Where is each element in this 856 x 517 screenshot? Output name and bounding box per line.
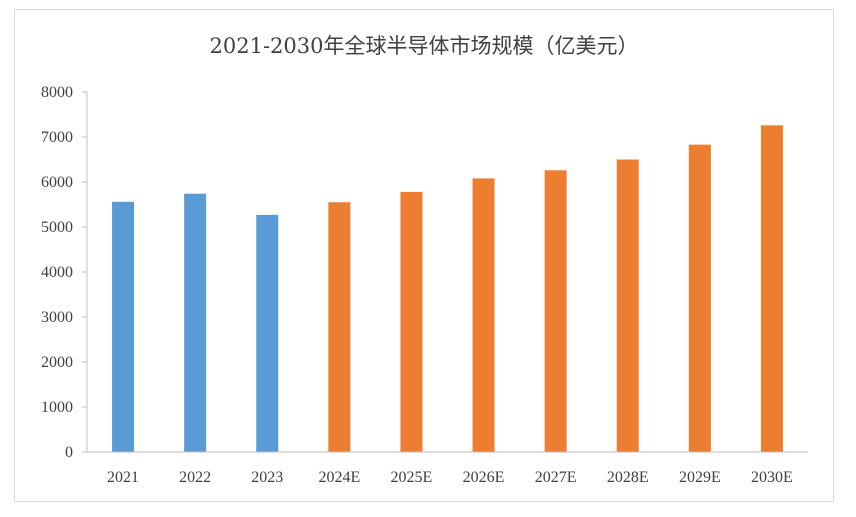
x-tick-label: 2027E <box>535 469 577 486</box>
y-tick-label: 3000 <box>41 309 73 326</box>
x-tick-label: 2029E <box>679 469 721 486</box>
y-tick-label: 2000 <box>41 354 73 371</box>
bar-2025E <box>400 191 423 452</box>
y-tick-label: 5000 <box>41 219 73 236</box>
y-tick-label: 8000 <box>41 84 73 101</box>
bars <box>112 125 783 453</box>
y-axis: 0 1000 2000 3000 4000 5000 6000 7000 8000 <box>41 84 88 461</box>
bar-2029E <box>688 144 711 452</box>
bar-2027E <box>544 170 567 453</box>
bar-2022 <box>184 193 207 452</box>
x-tick-label: 2025E <box>391 469 433 486</box>
x-tick-label: 2023 <box>251 469 283 486</box>
bar-2023 <box>256 214 279 452</box>
y-tick-label: 0 <box>65 444 73 461</box>
y-tick-label: 7000 <box>41 129 73 146</box>
chart-title: 2021-2030年全球半导体市场规模（亿美元） <box>209 34 639 58</box>
y-tick-label: 1000 <box>41 399 73 416</box>
bar-2021 <box>112 201 135 452</box>
x-tick-label: 2022 <box>179 469 211 486</box>
bar-2030E <box>760 125 783 453</box>
y-tick-label: 6000 <box>41 174 73 191</box>
x-tick-label: 2024E <box>318 469 360 486</box>
x-tick-label: 2021 <box>107 469 139 486</box>
bar-2028E <box>616 159 639 452</box>
x-tick-label: 2026E <box>463 469 505 486</box>
y-tick-label: 4000 <box>41 264 73 281</box>
bar-2026E <box>472 178 495 452</box>
bar-2024E <box>328 202 351 452</box>
x-tick-label: 2028E <box>607 469 649 486</box>
x-axis: 2021 2022 2023 2024E 2025E 2026E 2027E 2028E 202… <box>87 451 808 486</box>
x-tick-label: 2030E <box>751 469 793 486</box>
